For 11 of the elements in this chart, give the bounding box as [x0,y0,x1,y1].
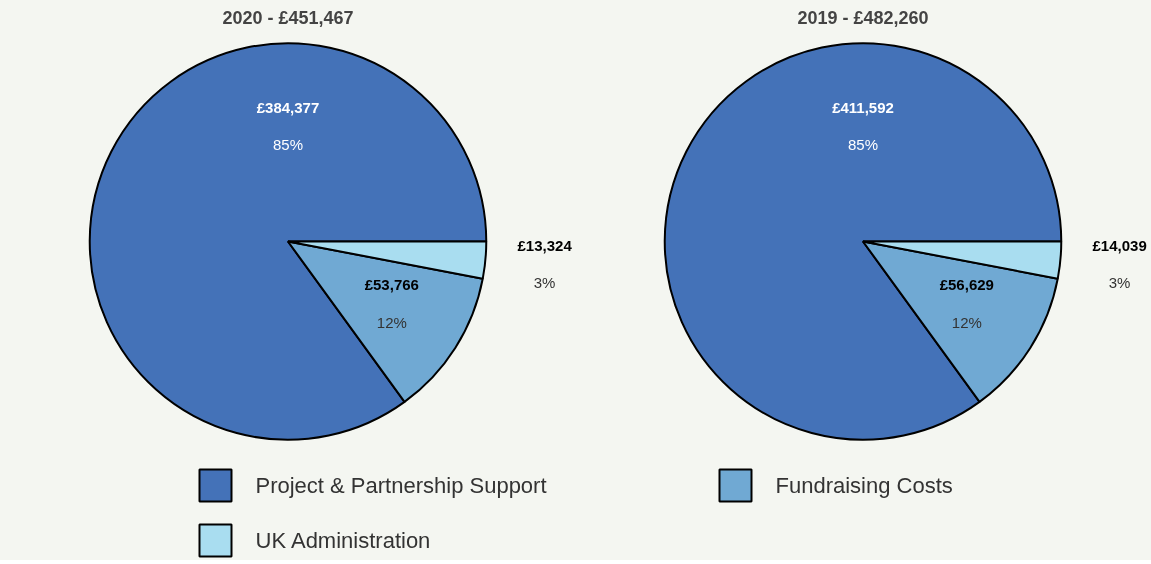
legend-label: Fundraising Costs [775,473,953,498]
text: £14,039 3% [1092,237,1147,292]
text: £56,629 12% [939,276,994,331]
chart-title: 2020 - £451,467 [222,7,354,28]
text: £384,377 85% [256,98,320,153]
chart-title: 2019 - £482,260 [797,7,929,28]
text: £13,324 3% [517,237,572,292]
legend-label: Project & Partnership Support [255,473,547,498]
legend-label: UK Administration [255,528,431,553]
text: £411,592 85% [832,98,894,153]
text: £53,766 12% [364,276,419,331]
